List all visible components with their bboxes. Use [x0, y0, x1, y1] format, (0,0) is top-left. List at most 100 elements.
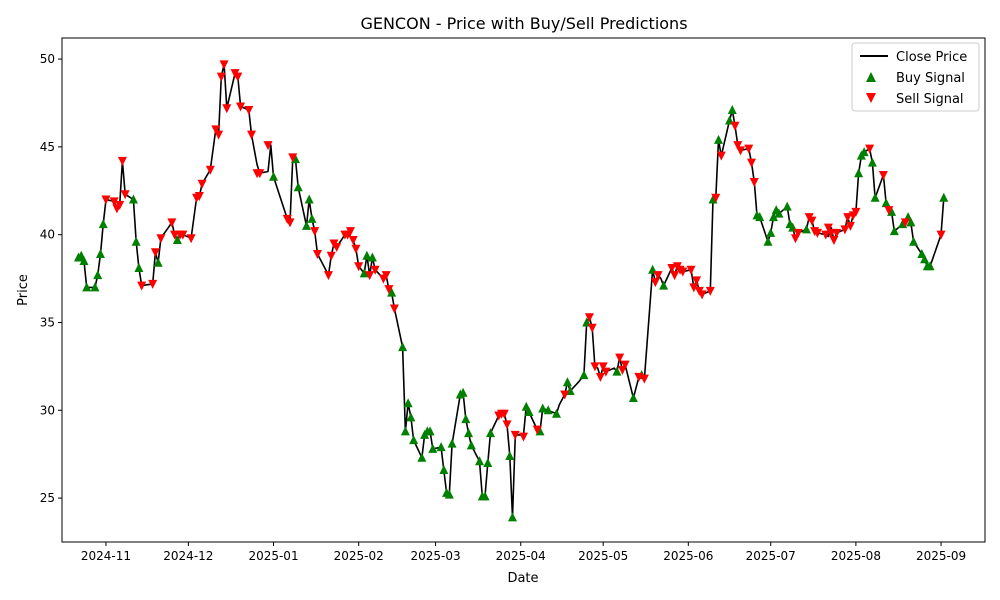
- sell-signal-marker: [560, 390, 570, 400]
- y-axis: 25 30 35 40 45 50: [40, 52, 62, 505]
- sell-signal-marker: [601, 367, 611, 377]
- buy-signal-marker: [409, 435, 419, 445]
- buy-signal-marker: [93, 270, 103, 280]
- y-axis-label: Price: [16, 274, 31, 306]
- sell-signal-marker: [101, 195, 111, 205]
- legend-box: [851, 42, 980, 112]
- buy-signal-marker: [889, 226, 899, 236]
- buy-signal-marker: [82, 282, 92, 292]
- sell-signal-marker: [194, 192, 204, 202]
- buy-signal-marker: [304, 194, 314, 204]
- sell-signal-marker: [384, 285, 394, 295]
- buy-signal-marker: [524, 407, 534, 417]
- buy-signal-marker: [172, 234, 182, 244]
- buy-signal-marker: [461, 414, 471, 424]
- chart-title: GENCON - Price with Buy/Sell Predictions: [360, 14, 687, 33]
- buy-signal-marker: [906, 217, 916, 227]
- plot-frame: [61, 37, 986, 543]
- sell-signal-marker: [744, 144, 754, 154]
- sell-signal-marker: [156, 234, 166, 244]
- buy-signal-marker: [79, 256, 89, 266]
- x-tick-label: 2025-09: [916, 549, 966, 563]
- buy-signal-marker: [909, 236, 919, 246]
- buy-signal-marker: [134, 263, 144, 273]
- x-tick-label: 2024-11: [81, 549, 131, 563]
- buy-signal-marker: [483, 457, 493, 467]
- sell-signal-marker: [584, 313, 594, 323]
- sell-signal-marker: [678, 267, 688, 277]
- buy-signal-marker: [763, 236, 773, 246]
- sell-signal-marker: [519, 432, 528, 442]
- sell-signal-marker: [285, 218, 295, 228]
- legend-buy-label: Buy Signal: [896, 71, 965, 86]
- sell-signal-marker: [150, 248, 160, 258]
- buy-signal-marker: [612, 366, 622, 376]
- sell-signal-marker: [829, 235, 839, 245]
- buy-signal-marker: [475, 456, 485, 466]
- x-tick-label: 2025-05: [578, 549, 628, 563]
- sell-signal-marker: [851, 207, 861, 217]
- sell-signal-marker: [381, 271, 391, 281]
- sell-signal-marker: [222, 104, 232, 114]
- buy-signal-marker: [480, 491, 490, 501]
- x-tick-label: 2025-07: [746, 549, 796, 563]
- buy-signal-marker: [406, 412, 416, 422]
- sell-signal-marker: [686, 265, 696, 275]
- sell-signal-marker: [389, 304, 399, 314]
- buy-signal-marker: [387, 287, 397, 297]
- sell-signal-marker: [730, 121, 740, 131]
- buy-signal-marker: [359, 268, 369, 278]
- sell-signal-marker: [878, 170, 888, 180]
- sell-signal-marker: [255, 169, 265, 179]
- x-axis: 2024-11 2024-12 2025-01 2025-02 2025-03 2025-…: [81, 542, 966, 563]
- sell-signal-marker: [840, 225, 850, 235]
- sell-signal-marker: [214, 130, 224, 140]
- sell-signal-marker: [117, 156, 127, 166]
- x-tick-label: 2025-02: [334, 549, 384, 563]
- sell-signal-marker: [167, 218, 177, 228]
- sell-signal-marker: [821, 230, 831, 240]
- buy-signal-marker: [398, 342, 408, 352]
- sell-signal-marker: [667, 264, 677, 274]
- x-tick-label: 2025-08: [831, 549, 881, 563]
- y-tick-label: 25: [40, 491, 55, 505]
- buy-signal-marker: [867, 157, 877, 167]
- buy-signal-marker: [538, 403, 548, 413]
- sell-signal-marker: [532, 425, 542, 435]
- buy-signal-marker: [628, 393, 638, 402]
- sell-signal-marker: [650, 278, 660, 288]
- legend-sell-marker: [866, 93, 876, 103]
- sell-signal-marker: [120, 190, 130, 200]
- buy-signal-marker: [362, 250, 372, 260]
- series-layer: [73, 60, 949, 522]
- buy-signal-marker: [755, 212, 765, 222]
- y-tick-label: 45: [40, 140, 55, 154]
- sell-signal-marker: [747, 158, 757, 168]
- sell-signal-marker: [216, 72, 226, 82]
- sell-signal-marker: [310, 227, 320, 237]
- sell-signal-marker: [351, 244, 361, 254]
- sell-signal-marker: [233, 72, 243, 82]
- buy-signal-marker: [562, 377, 572, 387]
- buy-signal-marker: [782, 201, 792, 211]
- sell-signal-marker: [510, 430, 520, 440]
- buy-signal-marker: [466, 440, 476, 450]
- sell-signal-marker: [115, 200, 125, 210]
- buy-signal-marker: [659, 280, 669, 290]
- buy-signal-marker: [925, 261, 935, 271]
- buy-signal-marker: [714, 134, 724, 144]
- buy-signal-marker: [428, 443, 438, 453]
- sell-signal-marker: [711, 193, 721, 203]
- sell-signal-marker: [247, 130, 257, 140]
- sell-signal-marker: [236, 102, 246, 112]
- buy-signal-marker: [727, 105, 737, 114]
- sell-signal-marker: [323, 271, 333, 281]
- buy-signal-marker: [859, 147, 869, 157]
- y-tick-label: 35: [40, 315, 55, 329]
- sell-signal-marker: [807, 216, 817, 226]
- buy-signal-marker: [774, 208, 784, 218]
- buy-signal-marker: [543, 405, 553, 415]
- buy-signal-marker: [458, 387, 468, 397]
- buy-signal-marker: [579, 370, 589, 380]
